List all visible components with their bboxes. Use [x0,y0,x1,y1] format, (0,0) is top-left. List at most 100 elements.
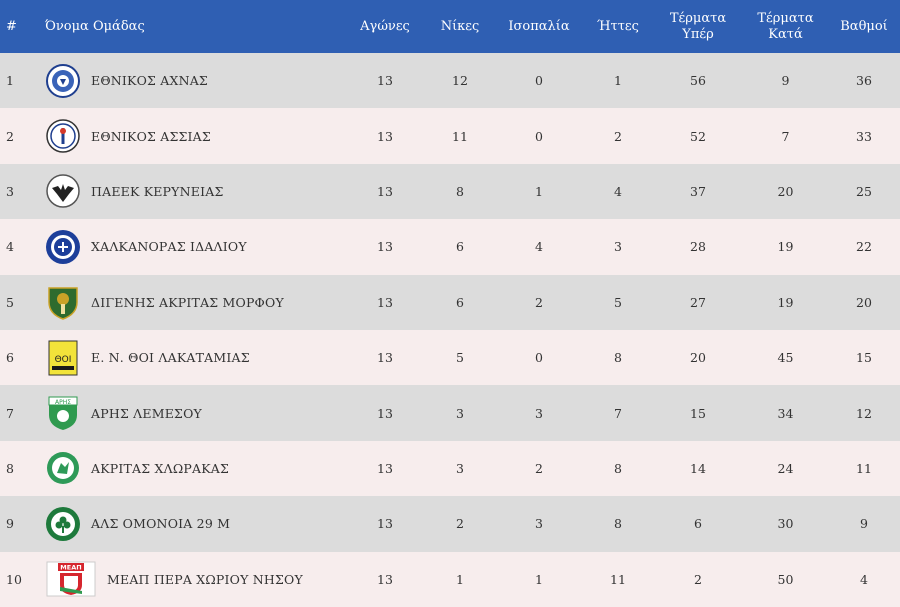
team-name[interactable]: Ε. Ν. ΘΟΙ ΛΑΚΑΤΑΜΙΑΣ [91,350,250,366]
table-row[interactable]: 5 ΔΙΓΕΝΗΣ ΑΚΡΙΤΑΣ ΜΟΡΦΟΥ 13 6 2 5 27 19 … [0,274,900,330]
draws-cell: 1 [535,183,543,199]
goals-against-cell: 7 [781,128,790,144]
wins-cell: 5 [456,350,464,366]
wins-cell: 1 [456,571,464,587]
rank-cell: 4 [6,239,14,255]
team-name[interactable]: ΕΘΝΙΚΟΣ ΑΣΣΙΑΣ [91,128,211,144]
team-cell: ΔΙΓΕΝΗΣ ΑΚΡΙΤΑΣ ΜΟΡΦΟΥ [45,275,345,330]
table-row[interactable]: 7 ΑΡΗΣ ΑΡΗΣ ΛΕΜΕΣΟΥ 13 3 3 7 15 34 12 [0,385,900,441]
team-cell: ΕΘΝΙΚΟΣ ΑΧΝΑΣ [45,53,345,108]
losses-cell: 4 [614,183,622,199]
header-goals-against-line2: Κατά [768,26,803,42]
goals-for-cell: 52 [690,128,706,144]
goals-against-cell: 19 [777,294,794,310]
goals-for-cell: 6 [694,516,702,532]
table-header: # Όνομα Ομάδας Αγώνες Νίκες Ισοπαλία Ήττ… [0,0,900,53]
rank-cell: 1 [6,73,14,89]
goals-against-cell: 30 [777,516,794,532]
team-name[interactable]: ΕΘΝΙΚΟΣ ΑΧΝΑΣ [91,73,208,89]
losses-cell: 1 [614,73,622,89]
header-played[interactable]: Αγώνες [360,18,410,34]
played-cell: 13 [377,128,393,144]
points-cell: 11 [856,460,872,476]
thoi-crest-text: ΘΟΙ [55,355,72,365]
team-name[interactable]: ΑΡΗΣ ΛΕΜΕΣΟΥ [91,405,202,421]
points-cell: 36 [856,73,872,89]
draws-cell: 1 [535,571,543,587]
wins-cell: 6 [456,239,464,255]
wins-cell: 11 [452,128,468,144]
points-cell: 9 [860,516,868,532]
table-row[interactable]: 2 ΕΘΝΙΚΟΣ ΑΣΣΙΑΣ 13 11 0 2 52 7 33 [0,108,900,164]
points-cell: 4 [860,571,868,587]
team-name[interactable]: ΧΑΛΚΑΝΟΡΑΣ ΙΔΑΛΙΟΥ [91,239,247,255]
team-cell: ΑΛΣ ΟΜΟΝΟΙΑ 29 Μ [45,496,345,551]
thoi-crest-icon: ΘΟΙ [45,340,81,376]
played-cell: 13 [377,239,393,255]
wins-cell: 8 [456,183,464,199]
goals-against-cell: 45 [777,350,794,366]
losses-cell: 2 [614,128,622,144]
team-name[interactable]: ΜΕΑΠ ΠΕΡΑ ΧΩΡΙΟΥ ΝΗΣΟΥ [107,571,303,587]
losses-cell: 8 [614,350,622,366]
played-cell: 13 [377,571,393,587]
ethnikos-achnas-crest-icon [45,63,81,99]
losses-cell: 8 [614,516,622,532]
draws-cell: 3 [535,405,543,421]
played-cell: 13 [377,405,393,421]
goals-for-cell: 27 [690,294,706,310]
header-points[interactable]: Βαθμοί [840,18,888,34]
table-row[interactable]: 4 ΧΑΛΚΑΝΟΡΑΣ ΙΔΑΛΙΟΥ 13 6 4 3 28 19 22 [0,219,900,275]
aris-crest-icon: ΑΡΗΣ [45,395,81,431]
table-row[interactable]: 9 ΑΛΣ ΟΜΟΝΟΙΑ 29 Μ 13 2 3 8 6 30 9 [0,496,900,552]
header-rank[interactable]: # [6,18,17,34]
omonoia-crest-icon [45,506,81,542]
points-cell: 12 [856,405,872,421]
team-name[interactable]: ΔΙΓΕΝΗΣ ΑΚΡΙΤΑΣ ΜΟΡΦΟΥ [91,294,284,310]
points-cell: 25 [856,183,872,199]
played-cell: 13 [377,350,393,366]
header-draws[interactable]: Ισοπαλία [508,18,570,34]
akritas-crest-icon [45,450,81,486]
goals-against-cell: 9 [781,73,790,89]
digenis-crest-icon [45,284,81,321]
draws-cell: 3 [535,516,543,532]
table-row[interactable]: 8 ΑΚΡΙΤΑΣ ΧΛΩΡΑΚΑΣ 13 3 2 8 14 24 11 [0,440,900,497]
wins-cell: 3 [456,460,464,476]
table-row[interactable]: 1 ΕΘΝΙΚΟΣ ΑΧΝΑΣ 13 12 0 1 56 9 36 [0,53,900,109]
header-goals-for-line2: Υπέρ [682,26,714,42]
goals-for-cell: 28 [690,239,706,255]
goals-for-cell: 37 [690,183,706,199]
goals-for-cell: 56 [690,73,706,89]
goals-against-cell: 19 [777,239,794,255]
wins-cell: 6 [456,294,464,310]
table-body: 1 ΕΘΝΙΚΟΣ ΑΧΝΑΣ 13 12 0 1 56 9 36 2 ΕΘΝΙ… [0,53,900,607]
header-wins[interactable]: Νίκες [440,18,480,34]
team-name[interactable]: ΑΚΡΙΤΑΣ ΧΛΩΡΑΚΑΣ [91,460,230,476]
goals-against-cell: 50 [777,571,794,587]
goals-against-cell: 34 [777,405,794,421]
header-goals-for-line1: Τέρματα [669,10,727,26]
team-cell: ΘΟΙ Ε. Ν. ΘΟΙ ΛΑΚΑΤΑΜΙΑΣ [45,330,345,385]
rank-cell: 8 [6,460,14,476]
points-cell: 22 [856,239,872,255]
team-cell: ΠΑΕΕΚ ΚΕΡΥΝΕΙΑΣ [45,164,345,219]
goals-for-cell: 14 [690,460,706,476]
played-cell: 13 [377,460,393,476]
rank-cell: 7 [6,405,14,421]
table-row[interactable]: 10 ΜΕΑΠ ΜΕΑΠ ΠΕΡΑ ΧΩΡΙΟΥ ΝΗΣΟΥ 13 1 1 11… [0,551,900,607]
chalkanoras-crest-icon [45,229,81,265]
played-cell: 13 [377,73,393,89]
table-row[interactable]: 3 ΠΑΕΕΚ ΚΕΡΥΝΕΙΑΣ 13 8 1 4 37 20 25 [0,163,900,220]
team-cell: ΜΕΑΠ ΜΕΑΠ ΠΕΡΑ ΧΩΡΙΟΥ ΝΗΣΟΥ [45,552,345,607]
team-name[interactable]: ΠΑΕΕΚ ΚΕΡΥΝΕΙΑΣ [91,183,224,199]
header-losses[interactable]: Ήττες [597,18,639,34]
header-goals-against[interactable]: Τέρματα Κατά [743,0,828,53]
header-goals-for[interactable]: Τέρματα Υπέρ [653,0,743,53]
table-row[interactable]: 6 ΘΟΙ Ε. Ν. ΘΟΙ ΛΑΚΑΤΑΜΙΑΣ 13 5 0 8 20 4… [0,329,900,386]
losses-cell: 3 [614,239,622,255]
team-name[interactable]: ΑΛΣ ΟΜΟΝΟΙΑ 29 Μ [91,516,231,532]
header-team[interactable]: Όνομα Ομάδας [45,18,145,34]
draws-cell: 2 [535,460,543,476]
